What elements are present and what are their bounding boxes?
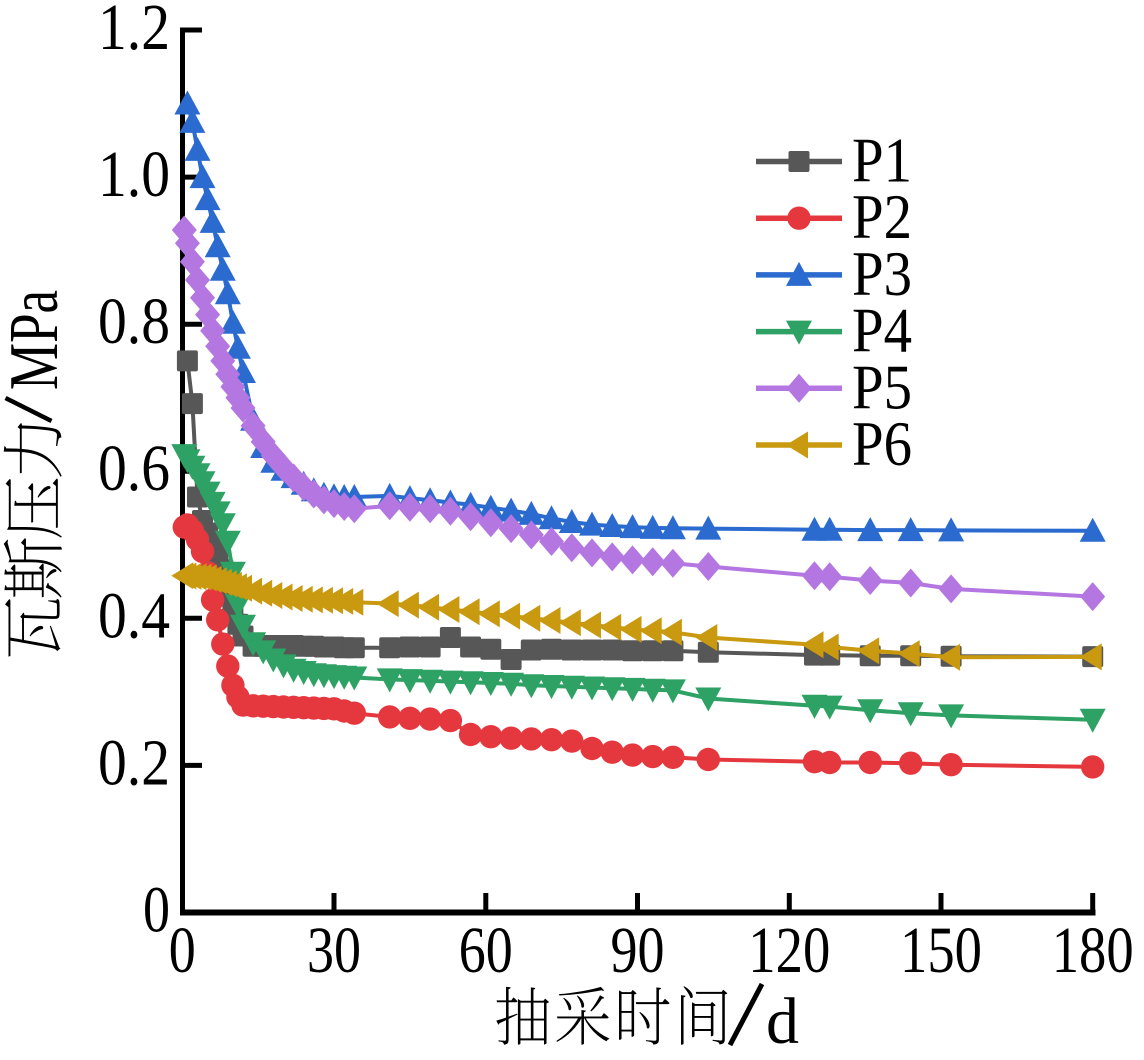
svg-text:60: 60 [459,914,513,987]
svg-text:P1: P1 [852,125,912,196]
svg-text:P2: P2 [852,181,912,252]
svg-text:180: 180 [1052,914,1134,987]
svg-text:P6: P6 [852,408,912,479]
svg-text:90: 90 [611,914,665,987]
svg-text:MPa: MPa [0,290,73,390]
svg-text:P3: P3 [852,238,912,309]
svg-text:0.4: 0.4 [98,579,170,652]
svg-text:1.2: 1.2 [98,0,170,64]
svg-text:120: 120 [748,914,830,987]
svg-text:0: 0 [169,914,196,987]
svg-text:150: 150 [900,914,982,987]
svg-text:0.6: 0.6 [98,432,170,505]
svg-text:0: 0 [143,874,170,947]
svg-text:d: d [766,985,799,1058]
svg-text:P5: P5 [852,351,912,422]
svg-text:0.2: 0.2 [98,726,170,799]
svg-text:30: 30 [307,914,361,987]
svg-text:1.0: 1.0 [98,138,170,211]
svg-text:0.8: 0.8 [98,285,170,358]
svg-text:P4: P4 [852,295,912,366]
